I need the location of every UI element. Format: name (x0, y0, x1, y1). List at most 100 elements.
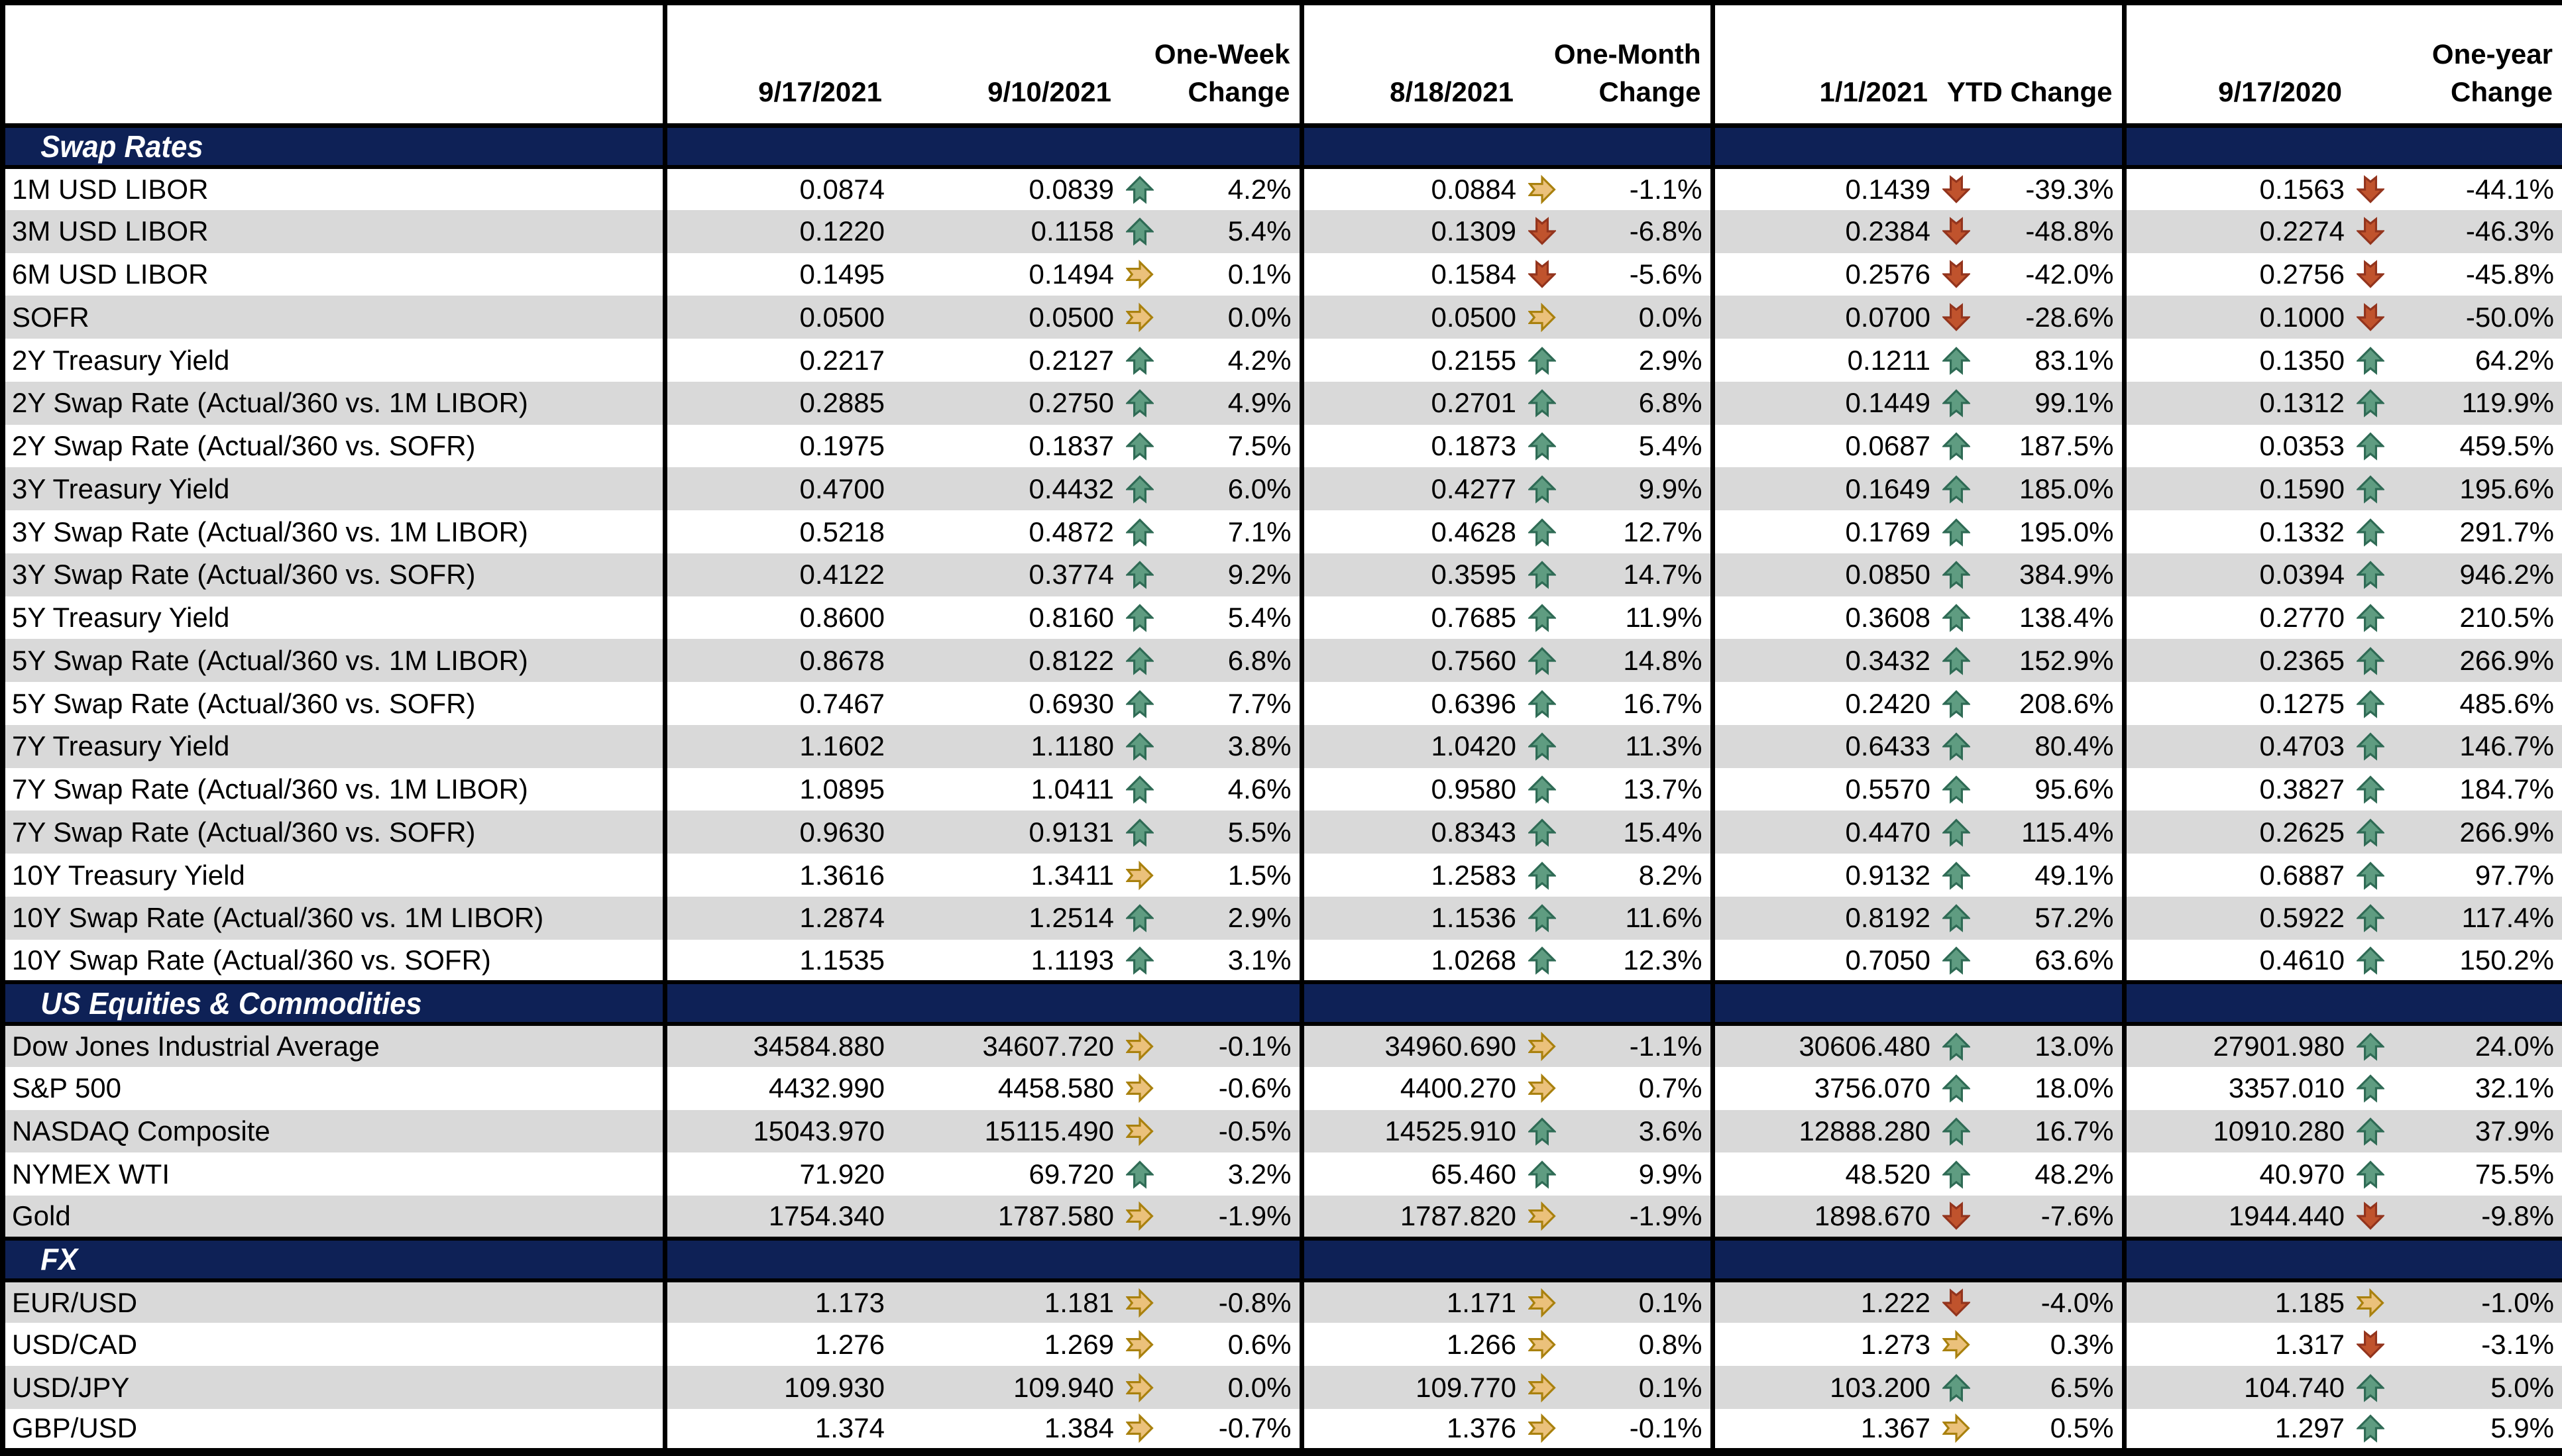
change-percent: 83.1% (2034, 344, 2114, 376)
change-cell: 12.7% (1523, 510, 1715, 553)
up-arrow-icon (1126, 1160, 1154, 1189)
column-header-one-year-change: One-year Change (2351, 3, 2562, 128)
change-percent: 64.2% (2475, 344, 2554, 376)
change-cell: 24.0% (2351, 1024, 2562, 1067)
change-percent: 63.6% (2034, 944, 2114, 976)
change-cell: 0.6% (1121, 1323, 1304, 1367)
right-arrow-icon (1126, 1201, 1154, 1231)
up-arrow-icon (1528, 346, 1556, 375)
change-percent: 3.6% (1638, 1115, 1702, 1147)
table-row: 5Y Swap Rate (Actual/360 vs. SOFR) 0.7467… (3, 682, 2562, 725)
change-cell: 117.4% (2351, 896, 2562, 940)
up-arrow-icon (2357, 475, 2384, 504)
up-arrow-icon (1942, 946, 1970, 975)
up-arrow-icon (1126, 689, 1154, 718)
column-header-one-month-change: One-Month Change (1523, 3, 1715, 128)
change-percent: -5.6% (1629, 258, 1702, 290)
value-cell: 34607.720 (891, 1024, 1121, 1067)
change-cell: 946.2% (2351, 553, 2562, 596)
change-cell: 0.7% (1523, 1066, 1715, 1110)
value-cell: 1.0420 (1302, 724, 1523, 768)
right-arrow-icon (1528, 1288, 1556, 1317)
value-cell: 1.3616 (665, 854, 891, 897)
change-cell: 210.5% (2351, 596, 2562, 640)
right-arrow-icon (1528, 1031, 1556, 1062)
up-arrow-icon (1528, 946, 1556, 975)
row-label: 3M USD LIBOR (3, 209, 667, 253)
value-cell: 10910.280 (2124, 1109, 2351, 1153)
value-cell: 109.930 (665, 1366, 891, 1409)
up-arrow-icon (1126, 732, 1154, 761)
row-label: 3Y Swap Rate (Actual/360 vs. 1M LIBOR) (3, 510, 667, 553)
up-arrow-icon (1528, 561, 1556, 590)
value-cell: 0.9630 (665, 811, 891, 854)
value-cell: 0.0500 (1302, 296, 1523, 339)
value-cell: 1.2874 (665, 896, 891, 940)
change-cell: 115.4% (1937, 811, 2127, 854)
value-cell: 0.4277 (1302, 467, 1523, 511)
value-cell: 0.9580 (1302, 767, 1523, 811)
change-percent: 115.4% (2021, 816, 2114, 848)
change-cell: 0.0% (1523, 296, 1715, 339)
value-cell: 71.920 (665, 1152, 891, 1196)
row-label: EUR/USD (3, 1280, 667, 1323)
change-cell: -1.0% (2351, 1280, 2562, 1323)
change-percent: 0.0% (1227, 301, 1292, 333)
change-percent: 57.2% (2034, 902, 2114, 934)
change-cell: 32.1% (2351, 1066, 2562, 1110)
change-cell: 6.0% (1121, 467, 1304, 511)
change-cell: -46.3% (2351, 209, 2562, 253)
value-cell: 0.2576 (1712, 252, 1937, 296)
change-percent: 37.9% (2475, 1115, 2554, 1147)
change-percent: 2.9% (1638, 344, 1702, 376)
change-percent: 9.9% (1638, 473, 1702, 504)
change-percent: 6.8% (1638, 387, 1702, 419)
change-cell: 9.9% (1523, 467, 1715, 511)
change-percent: 16.7% (1623, 687, 1702, 719)
section-title-cell: FX (3, 1236, 667, 1282)
change-cell: 63.6% (1937, 939, 2127, 983)
up-arrow-icon (2357, 904, 2384, 933)
value-cell: 0.0687 (1712, 424, 1937, 468)
down-arrow-icon (1528, 260, 1556, 288)
down-arrow-icon (2357, 260, 2384, 288)
change-cell: -39.3% (1937, 167, 2127, 210)
value-cell: 0.2217 (665, 339, 891, 382)
value-cell: 3756.070 (1712, 1066, 1937, 1110)
change-cell: 11.9% (1523, 596, 1715, 640)
right-arrow-icon (1942, 1329, 1970, 1360)
change-percent: 0.1% (1227, 258, 1292, 290)
table-row: 3Y Treasury Yield 0.4700 0.4432 6.0% 0.4277 9… (3, 467, 2562, 511)
column-header-9-17-2020: 9/17/2020 (2124, 3, 2351, 128)
change-cell: 0.0% (1121, 1366, 1304, 1409)
change-cell: 0.5% (1937, 1408, 2127, 1452)
right-arrow-icon (1126, 860, 1154, 890)
value-cell: 0.4700 (665, 467, 891, 511)
up-arrow-icon (1126, 904, 1154, 933)
change-cell: 3.6% (1523, 1109, 1715, 1153)
value-cell: 0.1309 (1302, 209, 1523, 253)
row-label: 2Y Swap Rate (Actual/360 vs. 1M LIBOR) (3, 381, 667, 425)
value-cell: 0.4610 (2124, 939, 2351, 983)
row-label: S&P 500 (3, 1066, 667, 1110)
up-arrow-icon (1126, 389, 1154, 418)
value-cell: 65.460 (1302, 1152, 1523, 1196)
value-cell: 0.1584 (1302, 252, 1523, 296)
up-arrow-icon (1528, 518, 1556, 547)
value-cell: 1.1180 (891, 724, 1121, 768)
row-label: 7Y Swap Rate (Actual/360 vs. 1M LIBOR) (3, 767, 667, 811)
change-cell: 5.0% (2351, 1366, 2562, 1409)
change-cell: 0.1% (1523, 1280, 1715, 1323)
value-cell: 0.1220 (665, 209, 891, 253)
right-arrow-icon (1528, 174, 1556, 205)
value-cell: 0.1275 (2124, 682, 2351, 725)
change-cell: 6.5% (1937, 1366, 2127, 1409)
value-cell: 0.6396 (1302, 682, 1523, 725)
change-cell: -0.8% (1121, 1280, 1304, 1323)
value-cell: 0.1439 (1712, 167, 1937, 210)
change-percent: 0.1% (1638, 1371, 1702, 1403)
value-cell: 0.4470 (1712, 811, 1937, 854)
table-row: 7Y Swap Rate (Actual/360 vs. SOFR) 0.9630… (3, 811, 2562, 854)
column-header-one-week-change: One-Week Change (1121, 3, 1304, 128)
value-cell: 109.940 (891, 1366, 1121, 1409)
